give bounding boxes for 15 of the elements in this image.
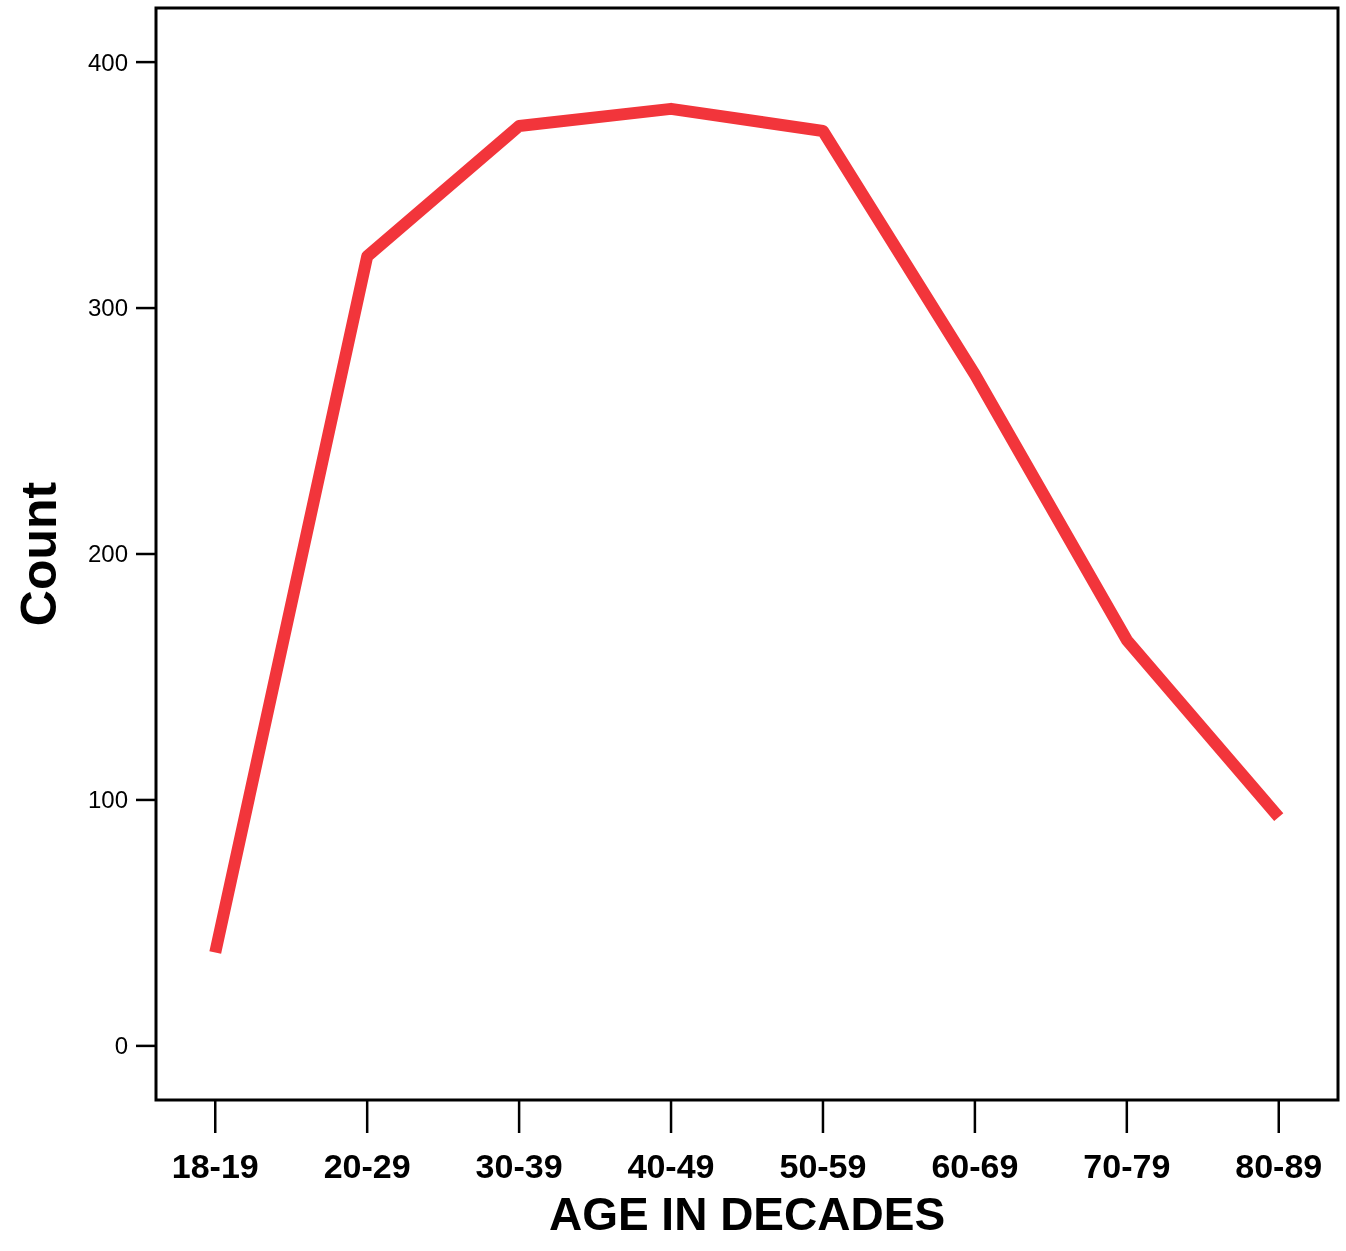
x-tick-label: 30-39 [475,1147,563,1185]
y-tick-label: 0 [114,1032,128,1060]
y-tick-label: 200 [87,540,128,568]
x-tick-label: 18-19 [171,1147,259,1185]
x-axis-title: AGE IN DECADES [548,1188,946,1240]
x-tick-label: 80-89 [1235,1147,1323,1185]
x-tick-label: 40-49 [627,1147,715,1185]
x-tick-label: 20-29 [323,1147,411,1185]
y-tick-label: 300 [87,294,128,322]
y-axis-title: Count [11,481,67,627]
x-tick-label: 60-69 [931,1147,1019,1185]
y-tick-label: 400 [87,48,128,76]
y-tick-label: 100 [87,786,128,814]
x-tick-label: 50-59 [779,1147,867,1185]
x-tick-label: 70-79 [1083,1147,1171,1185]
